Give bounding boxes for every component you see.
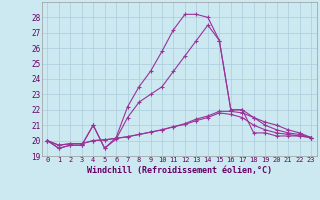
X-axis label: Windchill (Refroidissement éolien,°C): Windchill (Refroidissement éolien,°C) [87,166,272,175]
